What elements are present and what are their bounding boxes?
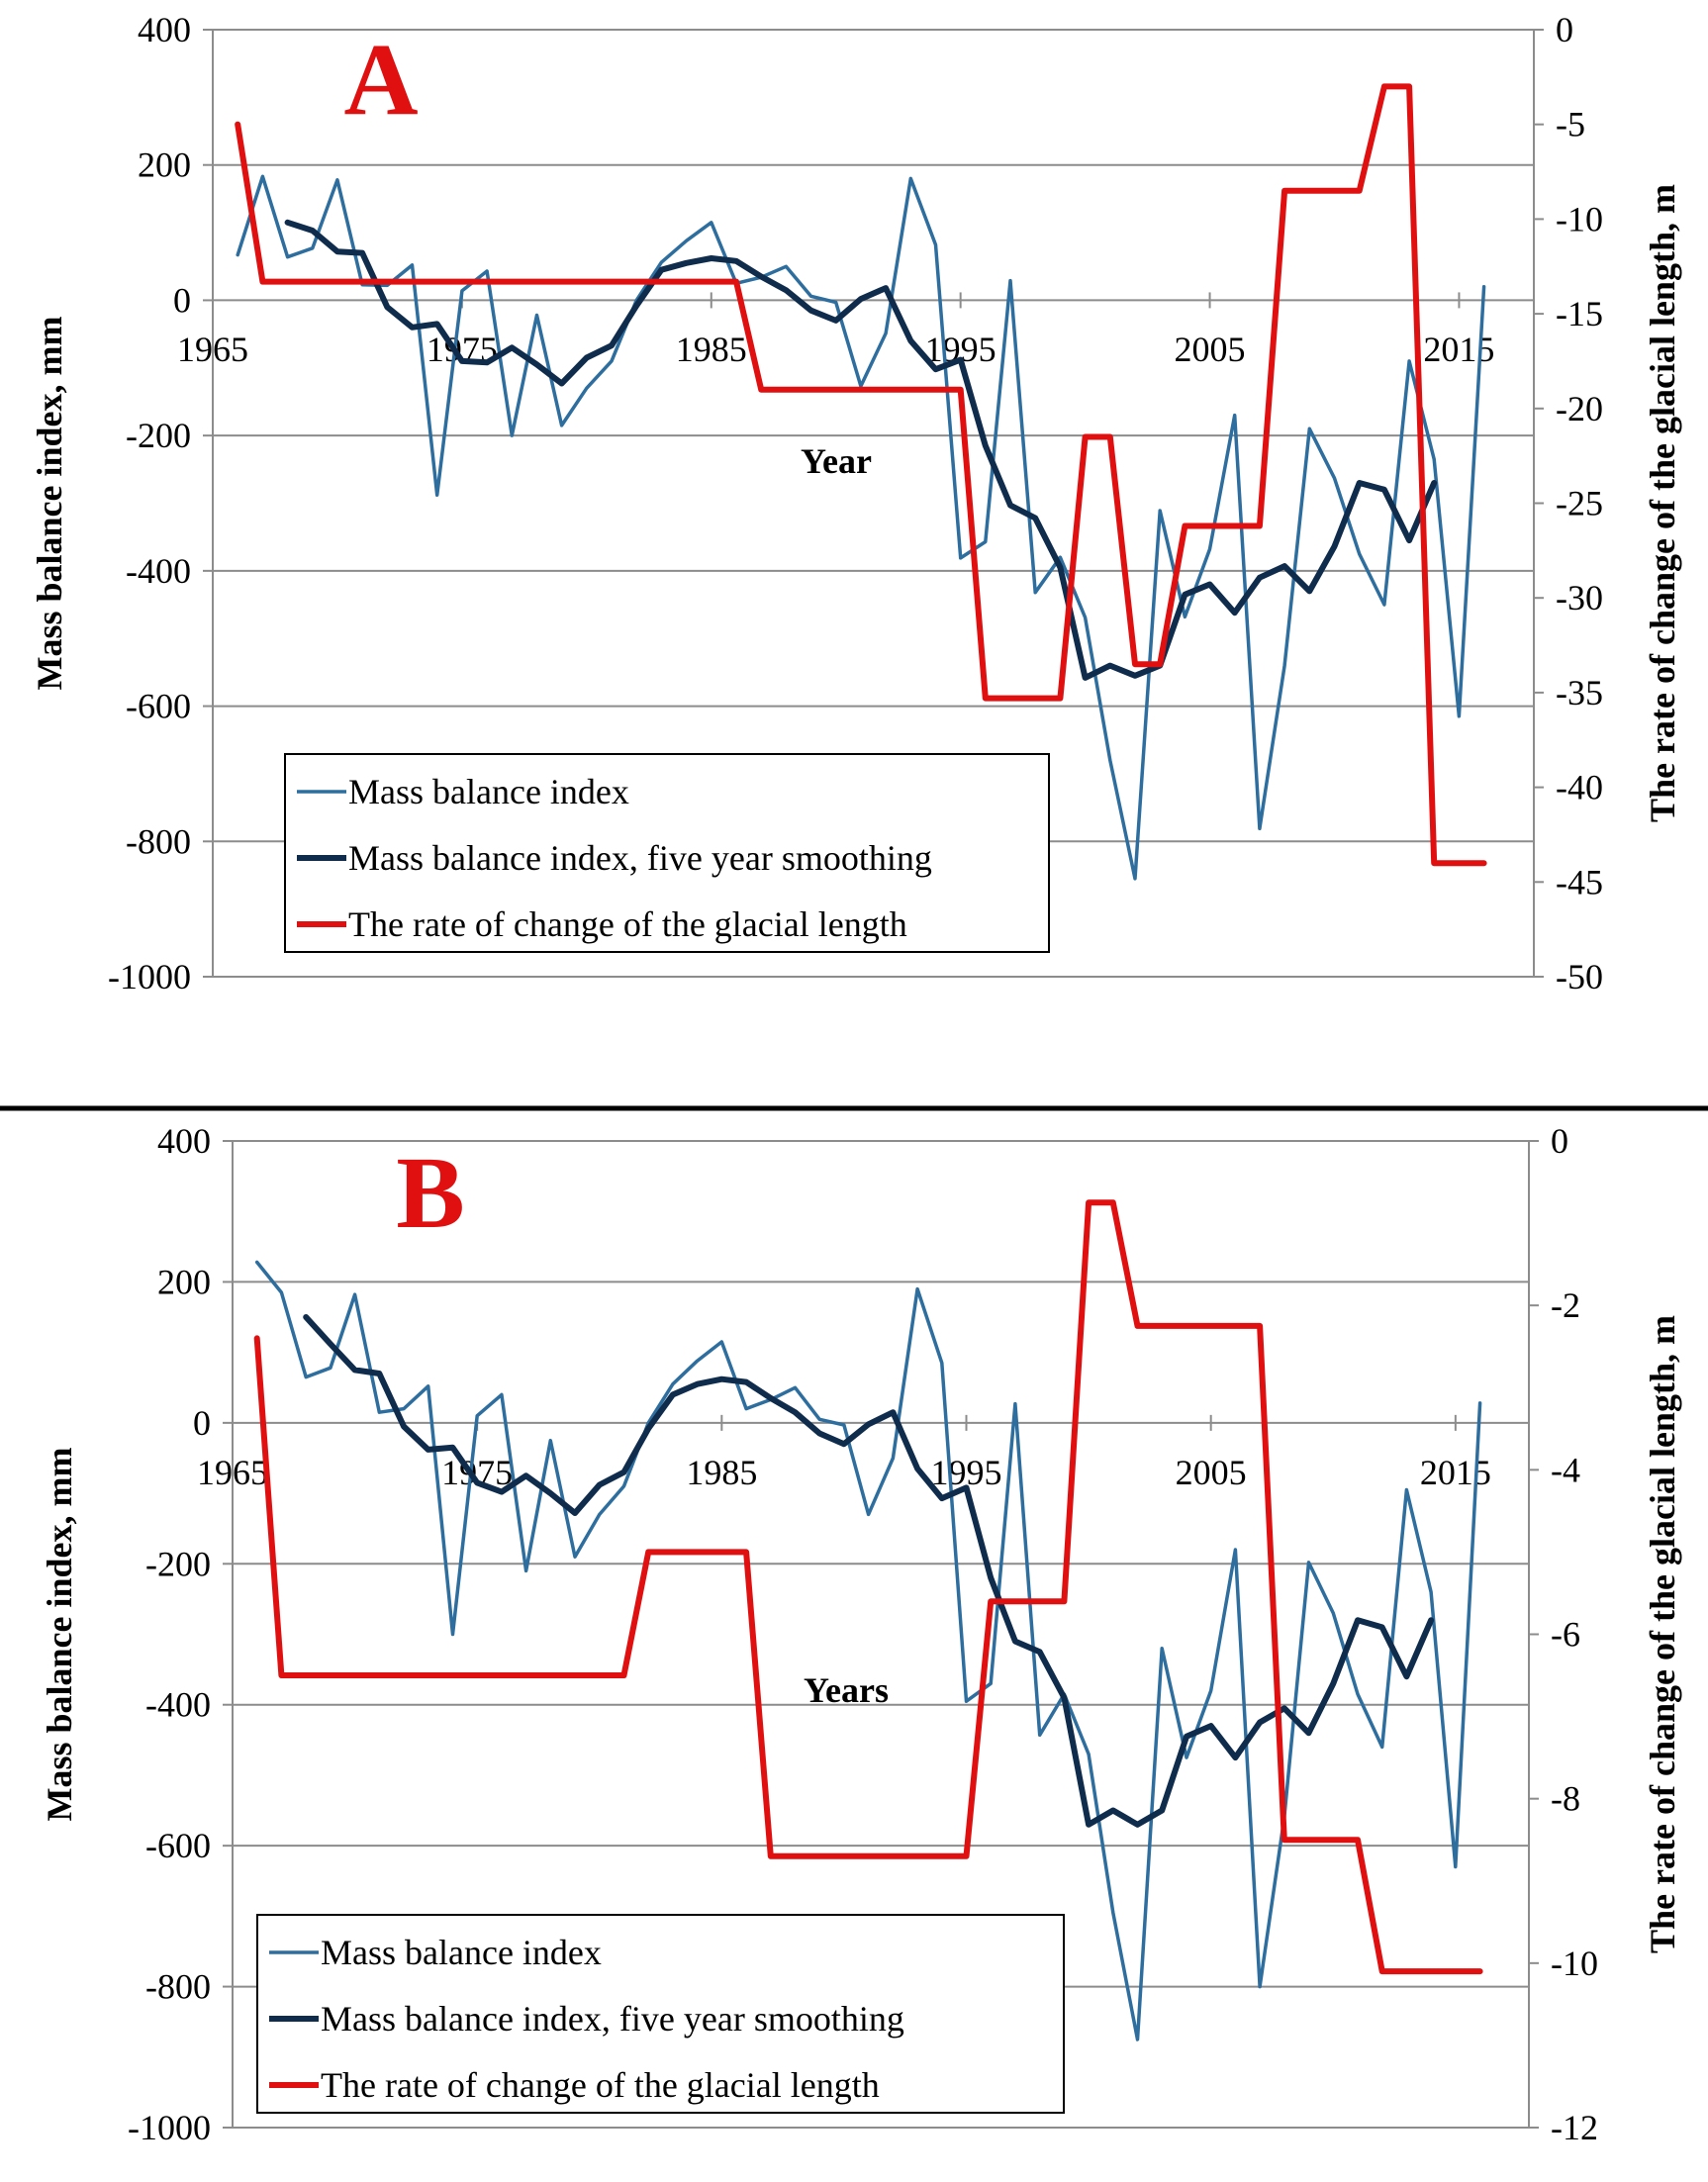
y-axis-title: Mass balance index, mm (30, 316, 69, 690)
y2-tick-label: -20 (1556, 389, 1603, 428)
y2-tick-label: -15 (1556, 294, 1603, 333)
glacial-length-rate-line (235, 83, 1487, 867)
x-tick-label: 2015 (1423, 330, 1494, 369)
mass-balance-smoothing-line (284, 219, 1438, 681)
y2-axis-title: The rate of change of the glacial length… (1643, 1315, 1682, 1953)
y2-tick-label: -4 (1551, 1450, 1580, 1489)
y2-tick-label: -2 (1551, 1285, 1580, 1325)
x-tick-label: 1965 (197, 1453, 268, 1492)
y2-tick-label: 0 (1556, 10, 1573, 49)
mass-balance-index-line (236, 174, 1486, 881)
x-tick-label: 2005 (1176, 1453, 1247, 1492)
y-tick-label: -800 (145, 1967, 211, 2007)
y-tick-label: 0 (173, 280, 191, 320)
y2-tick-label: -5 (1556, 105, 1585, 144)
x-tick-label: 2015 (1420, 1453, 1491, 1492)
chart-panel-a: 1965 1975 1985 1995 2005 20154002000-200-400-… (30, 10, 1682, 996)
y2-tick-label: -35 (1556, 673, 1603, 712)
mass-balance-smoothing-line (303, 1314, 1435, 1828)
glacial-length-rate-line (253, 1199, 1483, 1975)
y-tick-label: 400 (138, 10, 191, 49)
y-tick-label: -400 (126, 551, 191, 591)
x-axis-title: Years (804, 1670, 889, 1710)
x-tick-label: 1975 (441, 1453, 513, 1492)
y2-tick-label: -6 (1551, 1615, 1580, 1655)
y-tick-label: -200 (126, 416, 191, 455)
y-tick-label: -600 (126, 687, 191, 726)
y-tick-label: -1000 (128, 2108, 211, 2147)
x-tick-label: 1985 (676, 330, 747, 369)
y2-tick-label: 0 (1551, 1121, 1568, 1161)
panel-letter: B (396, 1136, 464, 1250)
y-tick-label: -1000 (108, 957, 191, 996)
chart-panel-b: 1965 1975 1985 1995 2005 20154002000-200-400-… (40, 1121, 1682, 2147)
mass-balance-index-line (254, 1260, 1482, 2041)
legend-label: Mass balance index (321, 1933, 602, 1972)
legend-label: Mass balance index (348, 772, 629, 811)
y-tick-label: -600 (145, 1826, 211, 1865)
legend-box (256, 1914, 1065, 2114)
y-axis-title: Mass balance index, mm (40, 1447, 79, 1821)
x-tick-label: 1965 (177, 330, 248, 369)
legend-label: The rate of change of the glacial length (348, 904, 907, 944)
y-tick-label: 200 (157, 1262, 211, 1301)
y-tick-label: 0 (193, 1403, 211, 1443)
y2-tick-label: -40 (1556, 768, 1603, 807)
y2-tick-label: -10 (1556, 199, 1603, 238)
legend-box (284, 753, 1050, 953)
y2-axis-title: The rate of change of the glacial length… (1643, 184, 1682, 822)
legend: Mass balance index Mass balance index, fi… (256, 1914, 1065, 2114)
y2-tick-label: -50 (1556, 957, 1603, 996)
panel-letter: A (343, 23, 418, 137)
legend-label: Mass balance index, five year smoothing (348, 838, 932, 878)
y-tick-label: 400 (157, 1121, 211, 1161)
x-tick-label: 1985 (686, 1453, 757, 1492)
legend: Mass balance index Mass balance index, fi… (284, 753, 1050, 953)
y-tick-label: 200 (138, 145, 191, 185)
y-tick-label: -200 (145, 1544, 211, 1583)
y2-tick-label: -45 (1556, 862, 1603, 901)
y2-tick-label: -25 (1556, 484, 1603, 523)
legend-label: The rate of change of the glacial length (321, 2065, 880, 2105)
y2-tick-label: -12 (1551, 2108, 1598, 2147)
x-axis-title: Year (801, 441, 872, 481)
y-tick-label: -400 (145, 1685, 211, 1725)
y-tick-label: -800 (126, 821, 191, 861)
x-tick-label: 2005 (1175, 330, 1246, 369)
y2-tick-label: -8 (1551, 1779, 1580, 1819)
legend-label: Mass balance index, five year smoothing (321, 1999, 904, 2039)
y2-tick-label: -30 (1556, 578, 1603, 617)
y2-tick-label: -10 (1551, 1944, 1598, 1983)
